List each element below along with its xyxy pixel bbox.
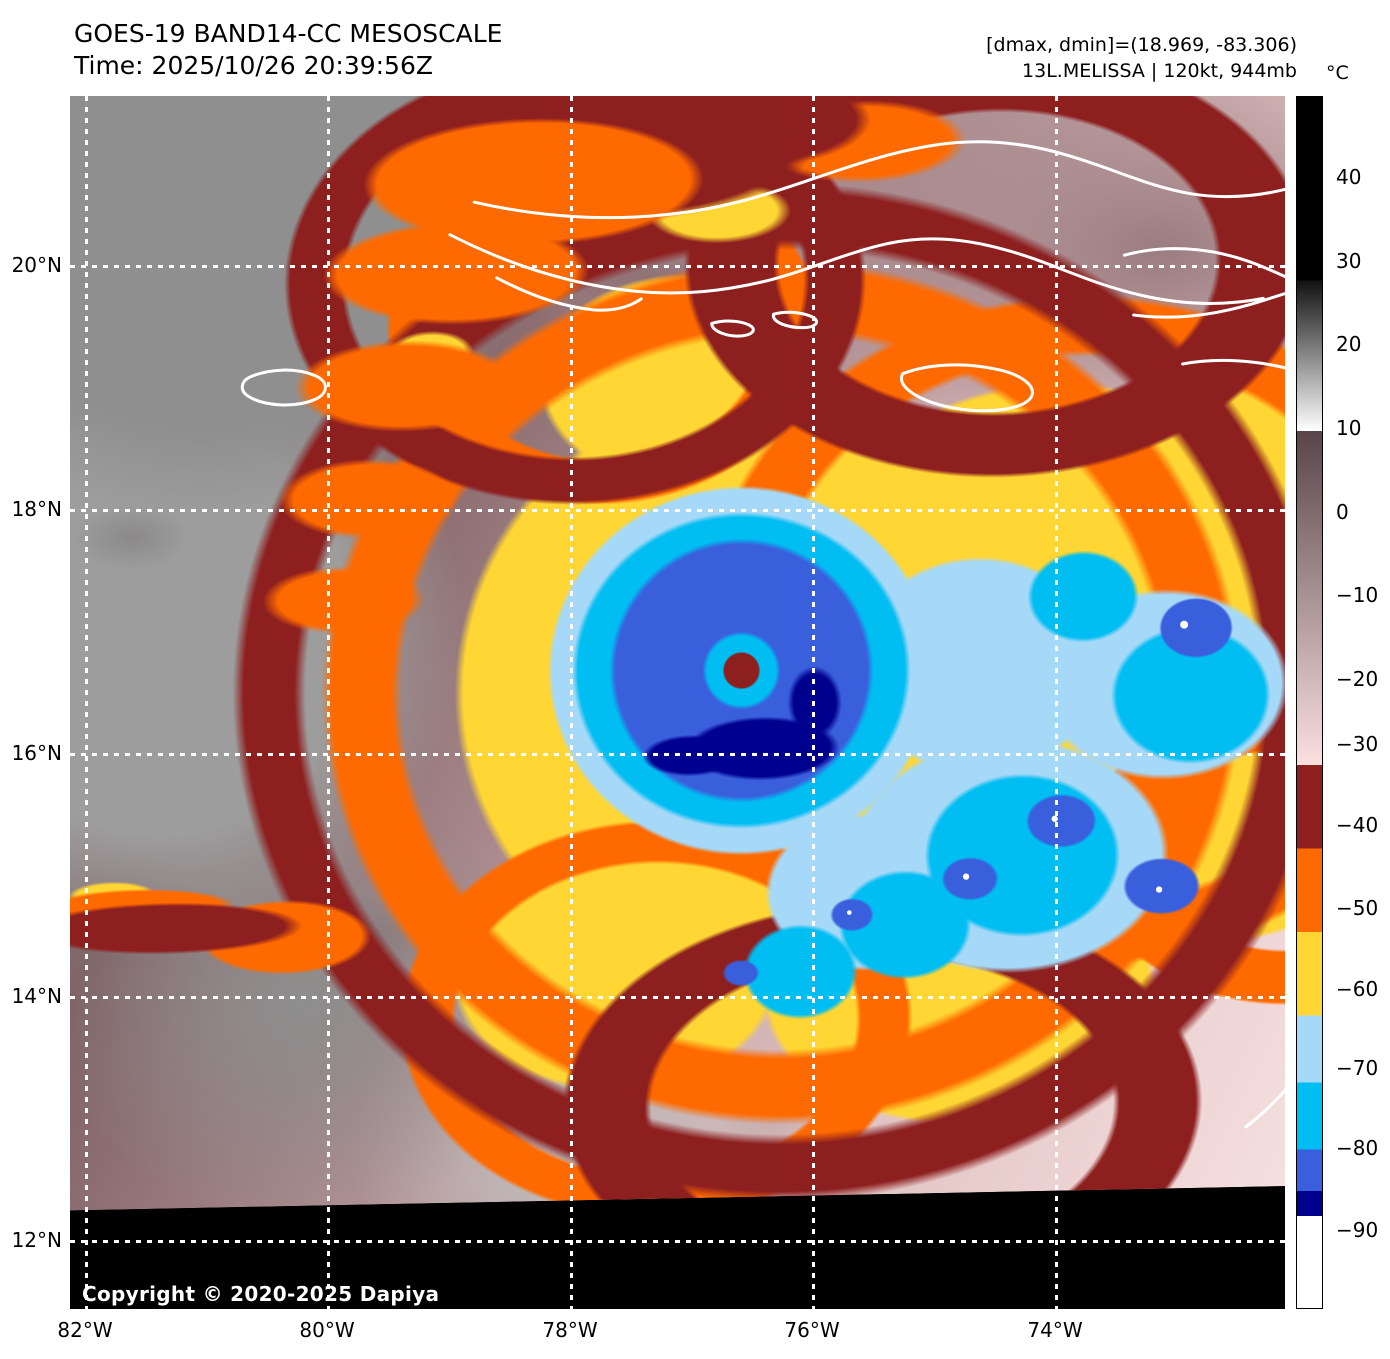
cuba-coastline bbox=[472, 140, 1285, 220]
time-text: Time: 2025/10/26 20:39:56Z bbox=[74, 51, 433, 80]
metadata-block: [dmax, dmin]=(18.969, -83.306) 13L.MELIS… bbox=[986, 32, 1297, 84]
xtick-82w: 82°W bbox=[57, 1318, 113, 1342]
cuba-sw-cape bbox=[495, 276, 643, 312]
jamaica-coastline bbox=[899, 363, 1034, 413]
colorbar bbox=[1296, 96, 1323, 1309]
colorbar-tick-m30: −30 bbox=[1336, 732, 1379, 756]
ytick-14n: 14°N bbox=[11, 984, 62, 1008]
xtick-80w: 80°W bbox=[299, 1318, 355, 1342]
copyright-text: Copyright © 2020-2025 Dapiya bbox=[82, 1282, 440, 1306]
isle-of-youth bbox=[240, 368, 327, 407]
colorbar-tick-40: 40 bbox=[1336, 165, 1362, 189]
cayman-key-2 bbox=[772, 310, 818, 330]
dmax-dmin-text: [dmax, dmin]=(18.969, -83.306) bbox=[986, 34, 1297, 56]
colorbar-tick-0: 0 bbox=[1336, 500, 1349, 524]
colorbar-tick-m70: −70 bbox=[1336, 1056, 1379, 1080]
colorbar-tick-m10: −10 bbox=[1336, 583, 1379, 607]
cayman-key-1 bbox=[710, 319, 755, 338]
ytick-18n: 18°N bbox=[11, 497, 62, 521]
hispaniola-south-shore bbox=[1132, 279, 1285, 319]
gridline-12n bbox=[70, 1240, 1285, 1243]
title-text: GOES-19 BAND14-CC MESOSCALE bbox=[74, 19, 503, 48]
colorbar-tick-m40: −40 bbox=[1336, 813, 1379, 837]
ytick-20n: 20°N bbox=[11, 253, 62, 277]
colorbar-tick-20: 20 bbox=[1336, 332, 1362, 356]
colorbar-tick-m50: −50 bbox=[1336, 896, 1379, 920]
hispaniola-coastline bbox=[1122, 247, 1285, 293]
page-title: GOES-19 BAND14-CC MESOSCALE Time: 2025/1… bbox=[74, 18, 502, 82]
ytick-12n: 12°N bbox=[11, 1228, 62, 1252]
ytick-16n: 16°N bbox=[11, 741, 62, 765]
mesoscale-data-sector bbox=[70, 96, 1285, 1212]
colorbar-tick-10: 10 bbox=[1336, 416, 1362, 440]
colorbar-tick-m60: −60 bbox=[1336, 977, 1379, 1001]
xtick-76w: 76°W bbox=[784, 1318, 840, 1342]
haiti-peninsula bbox=[1181, 358, 1285, 397]
colorbar-gradient bbox=[1297, 97, 1322, 1308]
colorbar-tick-30: 30 bbox=[1336, 249, 1362, 273]
colorbar-unit-label: °C bbox=[1326, 62, 1349, 84]
coastlines bbox=[240, 140, 1285, 1129]
colorbar-tick-m90: −90 bbox=[1336, 1218, 1379, 1242]
satellite-image-plot bbox=[70, 96, 1285, 1309]
colorbar-tick-m80: −80 bbox=[1336, 1136, 1379, 1160]
south-america-coastline bbox=[1244, 1007, 1285, 1129]
colorbar-tick-m20: −20 bbox=[1336, 667, 1379, 691]
xtick-78w: 78°W bbox=[542, 1318, 598, 1342]
storm-info-text: 13L.MELISSA | 120kt, 944mb bbox=[1022, 60, 1297, 82]
xtick-74w: 74°W bbox=[1027, 1318, 1083, 1342]
cuba-south-shore bbox=[448, 233, 1265, 305]
